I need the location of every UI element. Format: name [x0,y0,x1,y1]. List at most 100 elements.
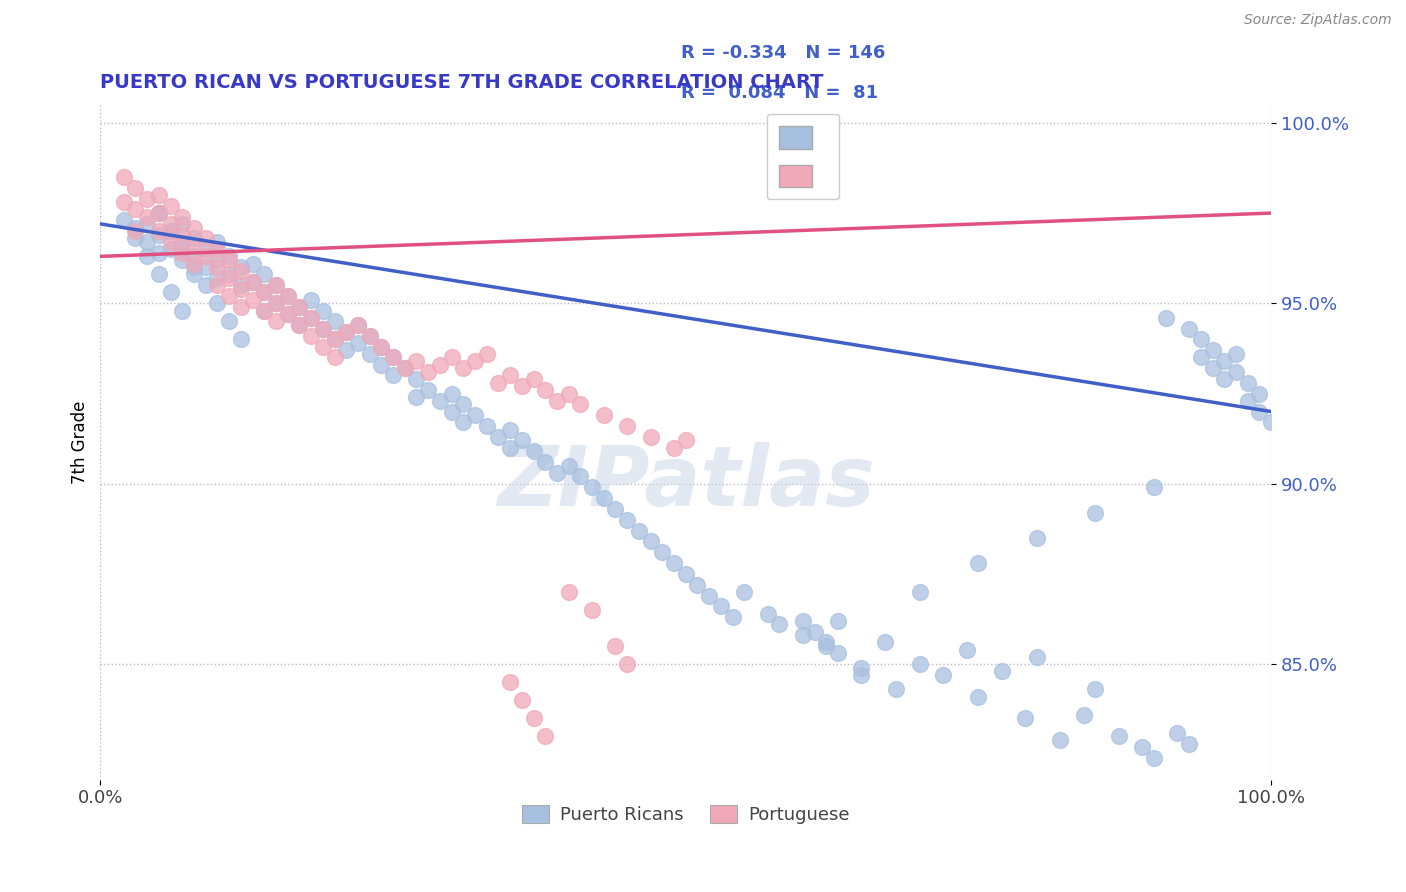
Point [323,351,346,365]
Point [124,202,146,217]
Y-axis label: 7th Grade: 7th Grade [72,401,89,483]
Point [1154,310,1177,325]
Point [908,657,931,672]
Point [159,224,181,238]
Point [534,455,557,469]
Point [851,668,873,682]
Point [581,603,603,617]
Point [710,599,733,614]
Point [218,289,240,303]
Point [453,397,475,411]
Point [1201,343,1223,358]
Point [359,328,381,343]
Point [253,303,276,318]
Point [312,321,335,335]
Point [112,213,135,227]
Point [229,264,252,278]
Point [229,282,252,296]
Point [956,642,979,657]
Point [651,545,673,559]
Point [288,318,311,332]
Point [218,271,240,285]
Point [394,361,416,376]
Point [207,242,229,256]
Point [359,347,381,361]
Point [640,430,662,444]
Point [464,354,486,368]
Point [1236,376,1258,390]
Point [1189,351,1212,365]
Text: R =  0.084   N =  81: R = 0.084 N = 81 [681,84,877,102]
Point [382,351,405,365]
Point [229,278,252,293]
Point [546,466,568,480]
Point [183,231,205,245]
Point [522,711,544,725]
Text: R = -0.334   N = 146: R = -0.334 N = 146 [681,44,884,62]
Point [886,682,908,697]
Point [382,368,405,383]
Point [627,524,650,538]
Point [932,668,955,682]
Point [640,534,662,549]
Point [370,358,392,372]
Point [1249,404,1271,418]
Text: Source: ZipAtlas.com: Source: ZipAtlas.com [1244,13,1392,28]
Point [1260,416,1282,430]
Point [124,224,146,238]
Point [486,430,509,444]
Point [967,690,990,704]
Point [440,386,463,401]
Point [429,358,451,372]
Point [359,328,381,343]
Point [323,332,346,346]
Point [136,217,159,231]
Point [172,252,194,267]
Point [288,300,311,314]
Point [347,318,370,332]
Point [546,393,568,408]
Point [792,614,814,628]
Point [264,278,287,293]
Point [475,419,498,434]
Point [499,423,522,437]
Point [1130,740,1153,755]
Point [335,325,357,339]
Point [768,617,790,632]
Point [815,639,838,653]
Point [194,249,217,263]
Point [1213,372,1236,386]
Point [299,310,322,325]
Point [440,404,463,418]
Point [277,307,299,321]
Point [756,607,779,621]
Point [499,368,522,383]
Point [557,585,579,599]
Point [803,624,825,639]
Point [464,408,486,422]
Point [616,513,638,527]
Point [183,268,205,282]
Point [136,192,159,206]
Point [183,220,205,235]
Point [148,188,170,202]
Point [312,340,335,354]
Point [194,231,217,245]
Point [112,195,135,210]
Point [218,252,240,267]
Point [1166,725,1188,739]
Point [967,556,990,570]
Point [136,249,159,263]
Point [1249,386,1271,401]
Point [242,275,264,289]
Point [148,206,170,220]
Point [172,210,194,224]
Point [1014,711,1036,725]
Point [183,260,205,275]
Point [510,379,533,393]
Point [908,585,931,599]
Point [405,354,427,368]
Point [557,458,579,473]
Point [1026,649,1049,664]
Point [1201,361,1223,376]
